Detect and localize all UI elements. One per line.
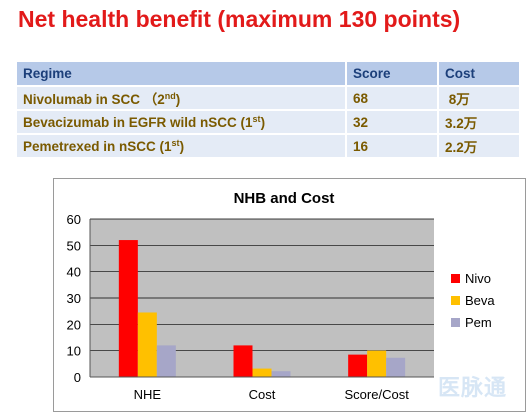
regime-superscript: st [252,114,261,124]
bar-nivo-cost [233,345,253,377]
legend-label-nivo: Nivo [465,271,491,286]
bar-pem-scorecost [386,357,406,377]
x-tick-label: Cost [249,387,276,402]
bar-nivo-scorecost [348,354,368,377]
nhb-cost-chart: 0 10 20 30 40 50 60 NHE Cost Score/Cost NHB and C… [67,190,496,402]
y-tick-label: 50 [67,238,81,253]
regime-tail: ) [179,139,185,154]
regime-text: Bevacizumab in EGFR wild nSCC (1 [23,115,253,130]
y-tick-label: 40 [67,265,81,280]
bar-pem-cost [271,371,291,377]
table-row: Pemetrexed in nSCC (1st) 16 2.2万 [17,133,519,157]
header-regime: Regime [17,62,347,86]
cost-cell: 8万 [438,85,519,110]
score-cell: 16 [346,133,439,157]
legend: Nivo Beva Pem [451,271,495,330]
watermark-logo: 医脉通 [437,375,507,400]
bar-beva-scorecost [367,350,387,377]
x-tick-label: Score/Cost [345,387,410,402]
chart-container: 0 10 20 30 40 50 60 NHE Cost Score/Cost NHB and C… [53,178,526,412]
table-row: Bevacizumab in EGFR wild nSCC (1st) 32 3… [17,109,519,134]
legend-label-beva: Beva [465,293,495,308]
y-tick-label: 0 [74,370,81,385]
bar-pem-nhe [156,345,176,377]
regime-tail: ) [260,115,266,130]
score-cell: 68 [346,85,439,110]
legend-swatch-nivo [451,274,460,283]
cost-cell: 2.2万 [438,133,519,157]
axes: 0 10 20 30 40 50 60 NHE Cost Score/Cost [67,212,434,402]
cost-cell: 3.2万 [438,109,519,134]
y-tick-label: 60 [67,212,81,227]
bars [118,240,406,377]
regime-cell: Nivolumab in SCC （2nd) [17,85,347,110]
y-tick-label: 20 [67,317,81,332]
header-cost: Cost [438,62,519,86]
regime-superscript: st [171,138,180,148]
table-header-row: Regime Score Cost [17,62,519,86]
legend-swatch-pem [451,318,460,327]
y-tick-label: 10 [67,344,81,359]
regime-table: Regime Score Cost Nivolumab in SCC （2nd)… [17,62,519,157]
regime-text: Pemetrexed in nSCC (1 [23,139,172,154]
chart-title: NHB and Cost [234,190,335,207]
y-tick-label: 30 [67,291,81,306]
regime-cell: Bevacizumab in EGFR wild nSCC (1st) [17,109,347,134]
regime-tail: ) [175,92,181,107]
x-tick-label: NHE [134,387,162,402]
legend-swatch-beva [451,296,460,305]
bar-nivo-nhe [118,240,138,377]
legend-label-pem: Pem [465,315,492,330]
bar-beva-cost [252,368,272,377]
score-cell: 32 [346,109,439,134]
slide-title: Net health benefit (maximum 130 points) [18,6,461,32]
regime-superscript: nd [164,91,176,101]
regime-text: Nivolumab in SCC （2 [23,92,165,107]
header-score: Score [346,62,439,86]
table-row: Nivolumab in SCC （2nd) 68 8万 [17,85,519,110]
bar-beva-nhe [137,312,157,377]
regime-cell: Pemetrexed in nSCC (1st) [17,133,347,157]
